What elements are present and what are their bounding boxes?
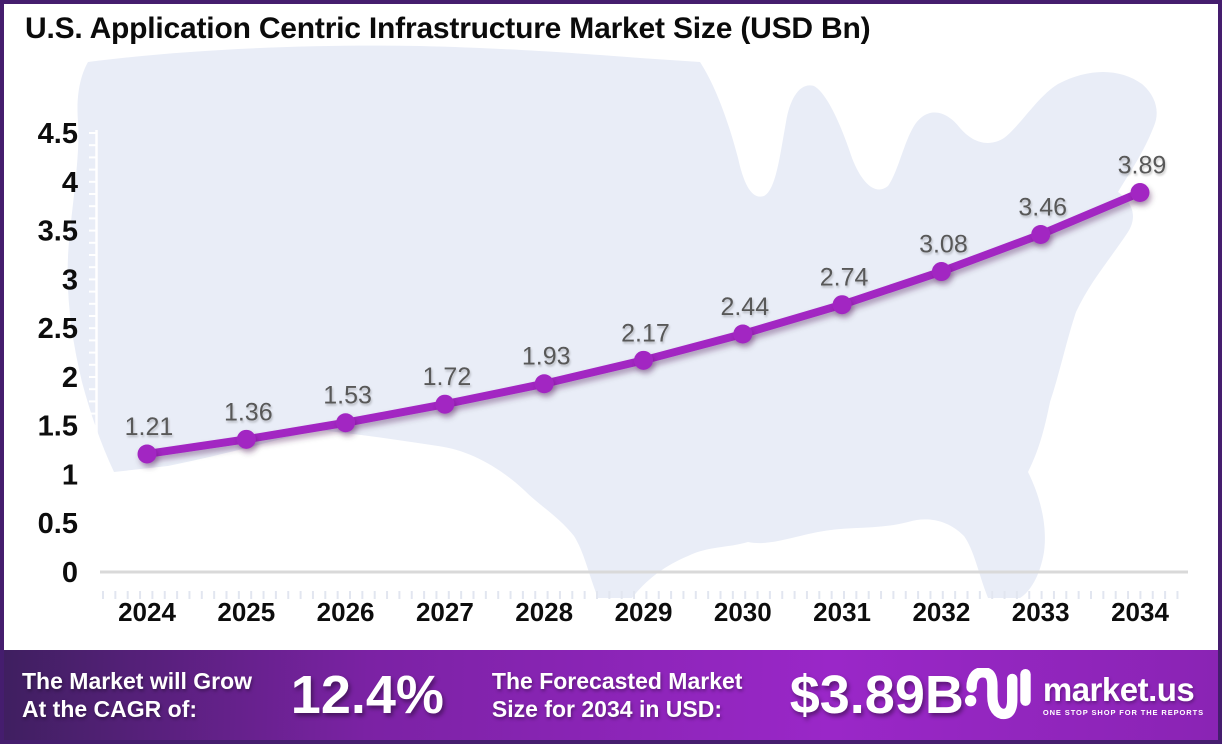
y-axis-labels: 0 0.5 1 1.5 2 2.5 3 3.5 4 4.5 [38, 118, 78, 589]
logo-tagline: ONE STOP SHOP FOR THE REPORTS [1042, 708, 1204, 717]
data-label: 1.93 [522, 343, 571, 371]
y-axis-ruler [89, 130, 98, 571]
data-label: 2.74 [820, 264, 869, 292]
logo-wordmark: market.us [1042, 671, 1195, 708]
data-point [931, 262, 951, 282]
cagr-label-line1: The Market will Grow [22, 668, 253, 694]
x-tick-label: 2028 [515, 597, 573, 627]
data-points [137, 183, 1150, 464]
data-point [733, 324, 753, 344]
x-axis-minor-ticks [102, 591, 1179, 599]
data-point [1031, 224, 1051, 244]
data-label: 3.89 [1118, 152, 1167, 180]
y-tick-label: 1.5 [38, 411, 78, 443]
data-point [435, 394, 455, 414]
data-label: 2.17 [621, 319, 670, 347]
us-map-silhouette [67, 45, 1157, 599]
marketus-logo-icon [964, 668, 1031, 720]
x-tick-label: 2026 [317, 597, 375, 627]
x-tick-label: 2025 [217, 597, 275, 627]
data-point [137, 444, 157, 464]
y-tick-label: 1 [62, 459, 78, 491]
data-label: 3.08 [919, 231, 968, 259]
cagr-label: The Market will Grow At the CAGR of: [22, 667, 283, 723]
x-tick-label: 2034 [1111, 597, 1169, 627]
data-label: 1.21 [125, 413, 174, 441]
data-point [634, 350, 653, 370]
data-point [236, 429, 256, 449]
data-label: 2.44 [720, 293, 769, 321]
x-tick-label: 2024 [118, 597, 176, 627]
forecast-label-line1: The Forecasted Market [491, 668, 743, 694]
marketus-logo: market.us ONE STOP SHOP FOR THE REPORTS [964, 668, 1204, 722]
data-label: 1.36 [224, 398, 273, 426]
y-tick-label: 2.5 [38, 313, 78, 345]
cagr-value: 12.4% [290, 665, 444, 725]
x-tick-label: 2030 [714, 597, 772, 627]
y-tick-label: 3 [62, 264, 78, 296]
forecast-label: The Forecasted Market Size for 2034 in U… [492, 667, 762, 723]
y-tick-label: 4.5 [38, 118, 78, 150]
x-tick-label: 2033 [1012, 597, 1070, 627]
forecast-value: $3.89B [789, 665, 964, 725]
cagr-label-line2: At the CAGR of: [22, 696, 198, 722]
data-label: 1.53 [323, 382, 372, 410]
x-tick-label: 2029 [615, 597, 673, 627]
x-tick-label: 2027 [416, 597, 474, 627]
data-point [832, 295, 852, 315]
data-point [534, 374, 554, 394]
data-labels: 1.21 1.36 1.53 1.72 1.93 2.17 2.44 2.74 3.08 3.46… [125, 152, 1167, 441]
y-tick-label: 4 [62, 167, 78, 199]
y-tick-label: 0.5 [38, 508, 78, 540]
data-label: 3.46 [1018, 193, 1067, 221]
footer-banner: The Market will Grow At the CAGR of: 12.… [4, 650, 1218, 740]
y-tick-label: 2 [62, 362, 78, 394]
y-tick-label: 3.5 [38, 216, 78, 248]
x-axis-labels: 2024 2025 2026 2027 2028 2029 2030 2031 2032 2033… [118, 597, 1169, 627]
data-point [1130, 183, 1150, 203]
market-size-line-chart: 0 0.5 1 1.5 2 2.5 3 3.5 4 4.5 2024 2025 2026 2027 2028… [38, 45, 1188, 627]
chart-title: U.S. Application Centric Infrastructure … [25, 12, 871, 45]
x-tick-label: 2032 [912, 597, 970, 627]
x-tick-label: 2031 [813, 597, 871, 627]
data-label: 1.72 [423, 363, 472, 391]
forecast-label-line2: Size for 2034 in USD: [491, 696, 722, 722]
y-tick-label: 0 [62, 557, 78, 589]
data-point [336, 413, 356, 433]
